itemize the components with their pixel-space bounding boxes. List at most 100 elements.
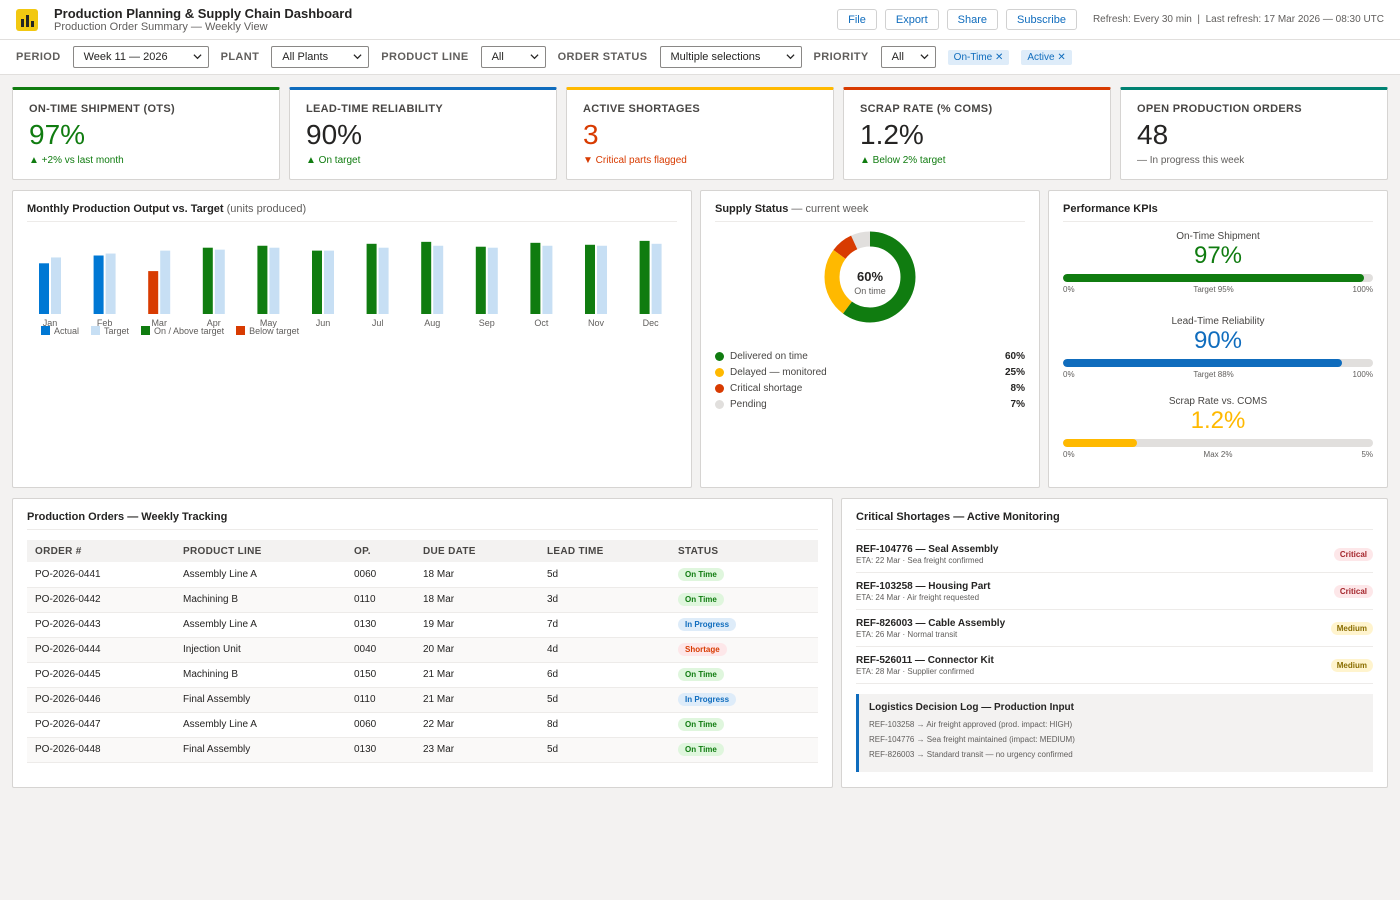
bar-actual-feb[interactable] xyxy=(93,255,104,315)
kpi-value: 48 xyxy=(1137,119,1169,150)
bar-target-oct[interactable] xyxy=(542,245,553,314)
supply-row-value: 8% xyxy=(1010,382,1025,394)
bar-actual-jun[interactable] xyxy=(312,250,322,314)
col-order[interactable]: ORDER # xyxy=(27,540,175,562)
kpi-value: 90% xyxy=(306,119,363,150)
kpi-delta: ▼ Critical parts flagged xyxy=(583,155,687,166)
order-number-cell: PO-2026-0445 xyxy=(27,662,175,688)
col-lead-time[interactable]: LEAD TIME xyxy=(539,540,670,562)
legend-below-target: Below target xyxy=(236,326,299,336)
shortage-item[interactable]: REF-104776 — Seal Assembly ETA: 22 Mar · … xyxy=(856,536,1373,573)
col-op[interactable]: OP. xyxy=(346,540,415,562)
shortage-item[interactable]: REF-826003 — Cable Assembly ETA: 26 Mar ·… xyxy=(856,610,1373,647)
period-select[interactable]: Week 11 — 2026 xyxy=(72,46,209,68)
op-cell: 0130 xyxy=(346,737,415,763)
order-status-select[interactable]: Multiple selections xyxy=(659,46,802,68)
perf-label: Scrap Rate vs. COMS xyxy=(1168,396,1268,407)
severity-badge: Medium xyxy=(1330,658,1373,672)
perf-label: On-Time Shipment xyxy=(1176,231,1260,242)
export-button[interactable]: Export xyxy=(884,9,939,30)
bar-actual-dec[interactable] xyxy=(639,240,650,314)
bar-actual-jan[interactable] xyxy=(39,263,49,314)
bar-target-apr[interactable] xyxy=(214,249,225,314)
plant-select[interactable]: All Plants xyxy=(271,46,370,68)
shortage-item[interactable]: REF-526011 — Connector Kit ETA: 28 Mar · … xyxy=(856,647,1373,684)
status-badge: On Time xyxy=(678,743,724,756)
supply-subtitle: — current week xyxy=(791,203,869,215)
bar-target-mar[interactable] xyxy=(160,250,171,314)
chevron-down-icon xyxy=(920,54,929,60)
perf-scale-min: 0% xyxy=(1063,285,1075,294)
page-subtitle: Production Order Summary — Weekly View xyxy=(54,20,268,33)
table-row[interactable]: PO-2026-0444 Injection Unit 0040 20 Mar 4d Sh… xyxy=(27,637,818,663)
period-label: PERIOD xyxy=(16,51,61,63)
perf-scale-target: Max 2% xyxy=(1203,450,1233,459)
legend-target: Target xyxy=(91,326,129,336)
bar-actual-nov[interactable] xyxy=(585,244,595,314)
op-cell: 0060 xyxy=(346,562,415,588)
bar-actual-mar[interactable] xyxy=(148,271,159,314)
bar-actual-apr[interactable] xyxy=(202,247,213,314)
kpi-card-shortages: ACTIVE SHORTAGES 3 ▼ Critical parts flag… xyxy=(566,87,834,180)
bar-target-feb[interactable] xyxy=(105,253,116,314)
table-row[interactable]: PO-2026-0448 Final Assembly 0130 23 Mar 5d On… xyxy=(27,737,818,763)
product-line-cell: Machining B xyxy=(175,662,346,688)
bar-target-aug[interactable] xyxy=(433,245,444,314)
bar-actual-sep[interactable] xyxy=(475,246,486,314)
col-status[interactable]: STATUS xyxy=(670,540,818,562)
filter-chip-active[interactable]: Active ✕ xyxy=(1021,49,1072,65)
due-date-cell: 19 Mar xyxy=(415,612,539,638)
table-row[interactable]: PO-2026-0441 Assembly Line A 0060 18 Mar 5d O… xyxy=(27,562,818,588)
bar-target-may[interactable] xyxy=(269,247,280,314)
supply-title-text: Supply Status xyxy=(715,203,789,215)
shortage-item[interactable]: REF-103258 — Housing Part ETA: 24 Mar · A… xyxy=(856,573,1373,610)
table-row[interactable]: PO-2026-0446 Final Assembly 0110 21 Mar 5d In… xyxy=(27,687,818,713)
kpi-label: LEAD-TIME RELIABILITY xyxy=(306,103,444,115)
page-title: Production Planning & Supply Chain Dashb… xyxy=(54,5,353,21)
op-cell: 0130 xyxy=(346,612,415,638)
perf-item-ots: On-Time Shipment 97% 0% Target 95% 100% xyxy=(1063,231,1373,294)
col-product-line[interactable]: PRODUCT LINE xyxy=(175,540,346,562)
legend-dot xyxy=(715,351,724,361)
bar-target-jan[interactable] xyxy=(51,257,61,314)
share-button[interactable]: Share xyxy=(946,9,999,30)
severity-badge: Critical xyxy=(1333,584,1373,598)
table-row[interactable]: PO-2026-0445 Machining B 0150 21 Mar 6d On Ti… xyxy=(27,662,818,688)
legend-below-target-label: Below target xyxy=(249,326,300,336)
subscribe-button[interactable]: Subscribe xyxy=(1006,9,1077,30)
file-button[interactable]: File xyxy=(837,9,877,30)
perf-fill xyxy=(1063,359,1342,367)
perf-track xyxy=(1063,274,1373,282)
filter-chip-on-time[interactable]: On-Time ✕ xyxy=(947,49,1010,65)
bar-target-jul[interactable] xyxy=(378,247,389,314)
bar-actual-oct[interactable] xyxy=(530,242,541,314)
perf-scale: 0% Target 88% 100% xyxy=(1063,370,1373,379)
status-badge: On Time xyxy=(678,718,724,731)
col-due-date[interactable]: DUE DATE xyxy=(415,540,539,562)
perf-value: 1.2% xyxy=(1190,407,1246,434)
product-line-select[interactable]: All xyxy=(480,46,546,68)
bar-actual-jul[interactable] xyxy=(366,243,377,314)
bar-actual-may[interactable] xyxy=(257,245,268,314)
bar-target-sep[interactable] xyxy=(487,247,498,314)
product-line-cell: Machining B xyxy=(175,587,346,613)
x-tick-label: Jul xyxy=(372,318,384,328)
table-row[interactable]: PO-2026-0447 Assembly Line A 0060 22 Mar 8d O… xyxy=(27,712,818,738)
supply-row: Critical shortage 8% xyxy=(715,380,1025,396)
priority-select[interactable]: All xyxy=(880,46,936,68)
bar-target-nov[interactable] xyxy=(597,245,607,314)
table-row[interactable]: PO-2026-0442 Machining B 0110 18 Mar 3d On Ti… xyxy=(27,587,818,613)
due-date-cell: 18 Mar xyxy=(415,562,539,588)
app-logo-icon xyxy=(16,8,38,31)
bar-target-jun[interactable] xyxy=(324,250,334,314)
table-row[interactable]: PO-2026-0443 Assembly Line A 0130 19 Mar 7d I… xyxy=(27,612,818,638)
bar-chart: Jan Feb Mar Apr May Jun Jul Aug Sep Oct Nov Dec xyxy=(39,240,662,328)
kpi-card-open-orders: OPEN PRODUCTION ORDERS 48 — In progress … xyxy=(1120,87,1388,180)
shortage-eta: ETA: 28 Mar · Supplier confirmed xyxy=(856,666,975,676)
bar-actual-aug[interactable] xyxy=(421,241,432,314)
bar-target-dec[interactable] xyxy=(651,243,662,314)
donut-slice[interactable] xyxy=(824,231,916,323)
chevron-down-icon xyxy=(193,54,202,60)
lead-time-cell: 8d xyxy=(539,712,670,738)
donut-slice[interactable] xyxy=(824,231,916,323)
